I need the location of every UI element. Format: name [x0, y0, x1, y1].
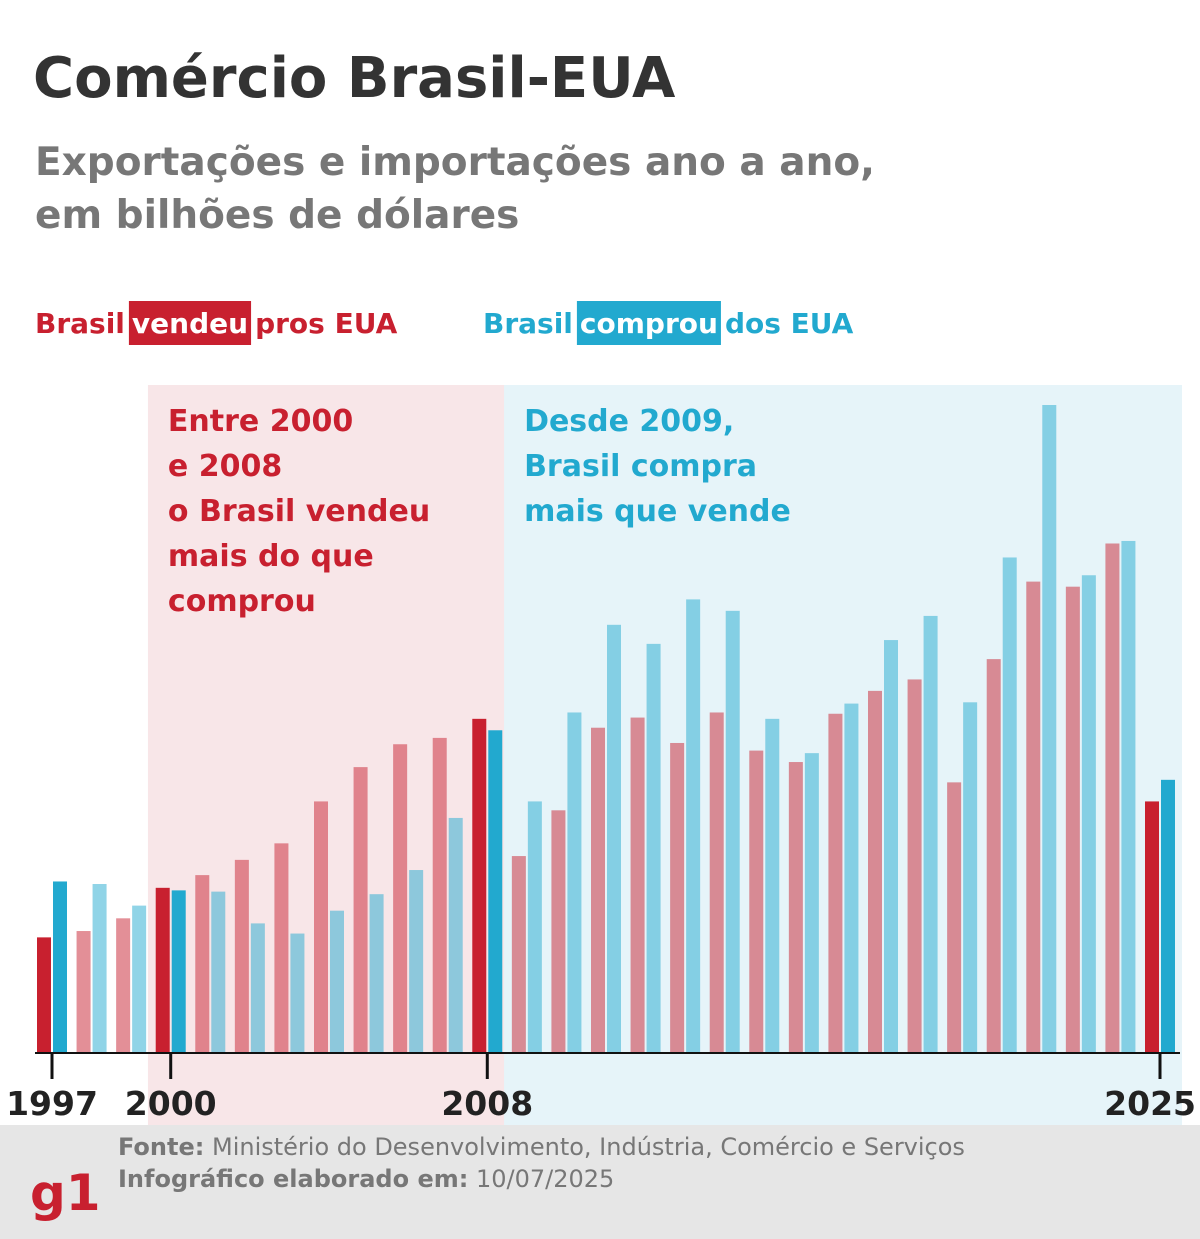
bar [250, 923, 265, 1053]
legend-text: dos EUA [725, 307, 854, 340]
bar [1161, 779, 1175, 1053]
date-label: Infográfico elaborado em: [118, 1165, 468, 1193]
annotation: mais do que [168, 539, 374, 574]
bar [923, 615, 938, 1053]
annotation: Desde 2009, [524, 404, 734, 439]
bar [211, 891, 226, 1053]
legend-text: pros EUA [255, 307, 398, 340]
annotation: o Brasil vendeu [168, 494, 430, 529]
bar [409, 870, 424, 1053]
x-tick-label: 1997 [6, 1084, 98, 1123]
annotation: Brasil compra [524, 449, 757, 484]
legend-swatch [128, 301, 252, 345]
bar [725, 610, 740, 1053]
bar [749, 750, 764, 1053]
bar [76, 931, 91, 1053]
annotation: mais que vende [524, 494, 791, 529]
bar [132, 905, 147, 1053]
bar [195, 875, 210, 1053]
bar [1002, 557, 1017, 1053]
bar [1065, 586, 1080, 1053]
subtitle: Exportações e importações ano a ano, [35, 140, 875, 185]
bar [116, 918, 131, 1053]
bar [1081, 575, 1096, 1053]
source-text: Ministério do Desenvolvimento, Indústria… [212, 1133, 965, 1161]
legend-label: vendeu [132, 307, 248, 340]
bar [53, 881, 67, 1053]
bar [551, 810, 566, 1053]
x-tick-label: 2000 [125, 1084, 217, 1123]
bar [171, 890, 186, 1053]
bar [393, 744, 408, 1053]
footer-bg [0, 1125, 1200, 1239]
bar [686, 599, 701, 1053]
bar [527, 801, 542, 1053]
bar [330, 910, 344, 1053]
bar [607, 624, 621, 1053]
bar [92, 884, 107, 1053]
bar [448, 817, 463, 1053]
bar [314, 801, 328, 1053]
bar [670, 742, 685, 1053]
bar [591, 727, 605, 1053]
bar [788, 762, 803, 1053]
legend-label: comprou [580, 307, 718, 340]
bar [432, 737, 447, 1053]
bar [1105, 543, 1120, 1053]
legend-swatch [576, 301, 721, 345]
x-tick-label: 2025 [1104, 1084, 1196, 1123]
annotation: comprou [168, 584, 316, 619]
bar [804, 753, 819, 1053]
bar [709, 712, 724, 1053]
date: Infográfico elaborado em: 10/07/2025 [118, 1165, 614, 1193]
x-tick-label: 2008 [441, 1084, 533, 1123]
bar [274, 843, 289, 1053]
date-text: 10/07/2025 [476, 1165, 614, 1193]
bar [947, 782, 962, 1053]
source-label: Fonte: [118, 1133, 204, 1161]
annotation: Entre 2000 [168, 404, 353, 439]
bar [646, 643, 661, 1053]
bar [472, 718, 487, 1053]
bar [155, 887, 170, 1053]
bar [1042, 405, 1057, 1053]
bar [828, 713, 843, 1053]
bar [488, 730, 503, 1053]
bar [986, 659, 1001, 1053]
bar [234, 859, 249, 1053]
bar [765, 718, 780, 1053]
subtitle: em bilhões de dólares [35, 193, 519, 238]
bar [290, 933, 305, 1053]
bar [37, 937, 51, 1053]
bar [884, 640, 898, 1053]
bar [963, 702, 978, 1053]
bar [567, 712, 582, 1053]
bar [907, 679, 922, 1053]
bar [1121, 540, 1136, 1053]
chart-title: Comércio Brasil-EUA [33, 46, 676, 111]
bar [369, 894, 384, 1053]
legend-text: Brasil [483, 307, 573, 340]
logo: g1 [30, 1164, 101, 1222]
annotation: e 2008 [168, 449, 282, 484]
bar [1026, 581, 1041, 1053]
bar [844, 703, 859, 1053]
bar [511, 856, 526, 1053]
bar [353, 767, 368, 1053]
bar [630, 717, 645, 1053]
source: Fonte: Ministério do Desenvolvimento, In… [118, 1133, 965, 1161]
bar [868, 690, 882, 1053]
legend-text: Brasil [35, 307, 125, 340]
bar [1145, 801, 1159, 1053]
